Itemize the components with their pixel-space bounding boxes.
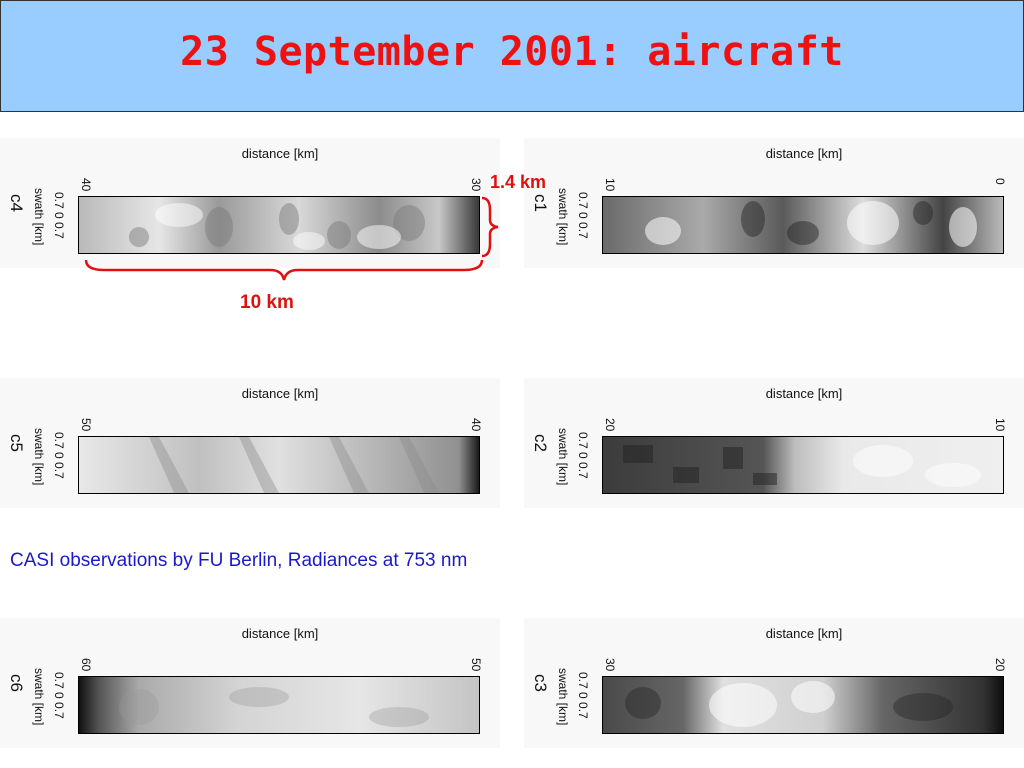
left-tick-label: 40 — [79, 178, 93, 192]
y-axis-label: swath [km] — [32, 188, 46, 246]
panel-c6: distance [km] 60 50 c6 swath [km] 0.7 0 … — [0, 618, 500, 748]
radiance-image — [78, 676, 480, 734]
left-tick-label: 60 — [79, 658, 93, 672]
y-tick-labels: 0.7 0 0.7 — [52, 192, 66, 239]
x-axis-label: distance [km] — [241, 626, 319, 641]
x-axis-label: distance [km] — [241, 386, 319, 401]
radiance-image — [602, 676, 1004, 734]
y-tick-labels: 0.7 0 0.7 — [576, 192, 590, 239]
panel-c4: distance [km] 40 30 c4 swath [km] 0.7 0 … — [0, 138, 500, 268]
radiance-image — [602, 436, 1004, 494]
right-tick-label: 40 — [469, 418, 483, 432]
x-axis-label: distance [km] — [241, 146, 319, 161]
caption: CASI observations by FU Berlin, Radiance… — [10, 550, 468, 571]
x-axis-label: distance [km] — [765, 626, 843, 641]
x-axis-label: distance [km] — [765, 146, 843, 161]
panel-code: c4 — [7, 194, 26, 212]
panel-c3: distance [km] 30 20 c3 swath [km] 0.7 0 … — [524, 618, 1024, 748]
width-annotation: 10 km — [240, 292, 294, 313]
height-brace — [481, 196, 499, 258]
right-tick-label: 10 — [993, 418, 1007, 432]
y-tick-labels: 0.7 0 0.7 — [576, 672, 590, 719]
width-brace — [84, 259, 484, 281]
left-tick-label: 50 — [79, 418, 93, 432]
radiance-image — [78, 436, 480, 494]
radiance-image — [78, 196, 480, 254]
panel-code: c2 — [531, 434, 550, 452]
right-tick-label: 0 — [993, 178, 1007, 185]
y-tick-labels: 0.7 0 0.7 — [52, 432, 66, 479]
y-tick-labels: 0.7 0 0.7 — [52, 672, 66, 719]
y-axis-label: swath [km] — [32, 668, 46, 726]
panel-code: c5 — [7, 434, 26, 452]
y-tick-labels: 0.7 0 0.7 — [576, 432, 590, 479]
panel-c5: distance [km] 50 40 c5 swath [km] 0.7 0 … — [0, 378, 500, 508]
panel-c1: distance [km] 10 0 c1 swath [km] 0.7 0 0… — [524, 138, 1024, 268]
left-tick-label: 10 — [603, 178, 617, 192]
right-tick-label: 20 — [993, 658, 1007, 672]
y-axis-label: swath [km] — [556, 188, 570, 246]
left-tick-label: 30 — [603, 658, 617, 672]
panel-c2: distance [km] 20 10 c2 swath [km] 0.7 0 … — [524, 378, 1024, 508]
title-bar: 23 September 2001: aircraft — [0, 0, 1024, 112]
panel-code: c3 — [531, 674, 550, 692]
slide-title: 23 September 2001: aircraft — [180, 29, 844, 75]
y-axis-label: swath [km] — [556, 428, 570, 486]
height-annotation: 1.4 km — [490, 172, 547, 192]
y-axis-label: swath [km] — [556, 668, 570, 726]
right-tick-label: 30 — [469, 178, 483, 192]
left-tick-label: 20 — [603, 418, 617, 432]
radiance-image — [602, 196, 1004, 254]
panel-code: c6 — [7, 674, 26, 692]
right-tick-label: 50 — [469, 658, 483, 672]
panel-code: c1 — [531, 194, 550, 212]
x-axis-label: distance [km] — [765, 386, 843, 401]
y-axis-label: swath [km] — [32, 428, 46, 486]
